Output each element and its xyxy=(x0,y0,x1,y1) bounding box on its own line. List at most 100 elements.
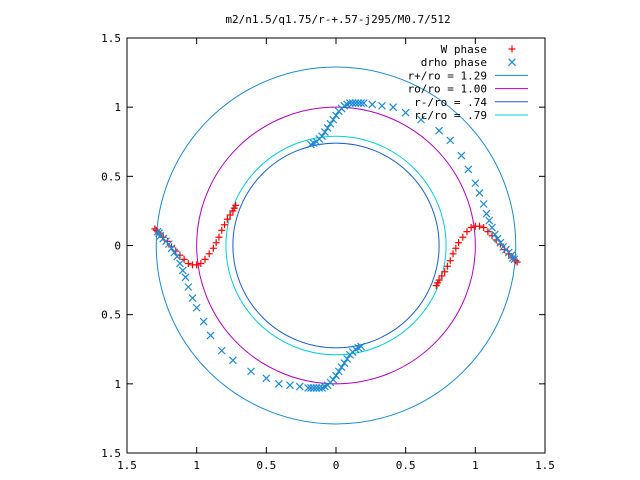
circle-0 xyxy=(155,66,517,425)
point-0-33 xyxy=(452,244,460,252)
point-0-10 xyxy=(205,250,213,258)
data-points xyxy=(151,99,521,392)
point-1-44 xyxy=(304,384,313,392)
point-1-76 xyxy=(181,273,190,282)
point-0-35 xyxy=(459,233,467,241)
point-1-45 xyxy=(306,384,315,392)
point-0-8 xyxy=(212,239,220,247)
point-1-32 xyxy=(482,209,491,218)
point-0-37 xyxy=(467,224,475,232)
point-1-54 xyxy=(332,371,340,380)
point-1-56 xyxy=(337,363,346,372)
point-0-46 xyxy=(505,250,513,258)
point-1-77 xyxy=(178,266,187,275)
point-1-0 xyxy=(359,99,368,107)
point-1-53 xyxy=(329,375,338,384)
axis-ticks: 1.5 1 0.5 0 0.5 1 1.51.510.500.511.5 xyxy=(101,32,555,472)
point-1-63 xyxy=(357,342,366,351)
point-0-6 xyxy=(218,226,226,234)
point-0-16 xyxy=(180,255,188,263)
y-tick-label-6: 1.5 xyxy=(101,447,121,460)
y-tick-label-3: 0 xyxy=(114,240,121,253)
legend-key-0 xyxy=(508,45,516,53)
point-1-69 xyxy=(228,356,237,365)
point-1-70 xyxy=(217,346,226,355)
point-0-5 xyxy=(221,221,229,229)
point-1-30 xyxy=(475,189,484,197)
point-1-21 xyxy=(378,101,386,110)
point-0-21 xyxy=(159,233,167,241)
point-0-27 xyxy=(435,276,443,284)
point-0-9 xyxy=(209,244,217,252)
point-1-66 xyxy=(274,379,283,388)
point-0-41 xyxy=(484,228,492,236)
legend-label-2: r+/ro = 1.29 xyxy=(408,69,487,82)
point-1-79 xyxy=(173,252,182,261)
point-1-33 xyxy=(485,216,494,225)
point-1-10 xyxy=(332,111,340,120)
point-0-34 xyxy=(455,239,463,247)
point-0-32 xyxy=(449,250,457,258)
chart-title: m2/n1.5/q1.75/r-+.57-j295/M0.7/512 xyxy=(225,13,450,26)
y-tick-label-0: 1.5 xyxy=(101,32,121,45)
point-1-58 xyxy=(343,355,352,363)
point-1-26 xyxy=(446,136,455,145)
point-1-71 xyxy=(206,331,215,340)
point-0-45 xyxy=(501,246,509,254)
point-0-20 xyxy=(163,237,171,245)
x-tick-label-0: 1.5 xyxy=(117,459,137,472)
point-0-28 xyxy=(438,272,446,280)
point-1-57 xyxy=(340,359,349,368)
point-0-12 xyxy=(197,259,205,267)
x-tick-label-4: 0.5 xyxy=(396,459,416,472)
point-1-46 xyxy=(309,384,318,392)
point-1-24 xyxy=(417,115,425,124)
point-1-27 xyxy=(457,151,466,160)
point-1-35 xyxy=(490,230,499,239)
point-1-68 xyxy=(247,367,255,376)
point-1-12 xyxy=(326,119,335,128)
point-0-29 xyxy=(441,268,449,276)
point-1-64 xyxy=(295,382,304,391)
reference-circles xyxy=(155,66,517,425)
legend-label-0: W phase xyxy=(441,43,487,56)
legend-key-1 xyxy=(508,58,516,67)
point-1-9 xyxy=(334,107,343,116)
point-1-37 xyxy=(496,238,505,247)
point-0-36 xyxy=(463,228,471,236)
point-1-47 xyxy=(312,384,321,392)
point-1-78 xyxy=(176,259,184,268)
x-tick-label-2: 0.5 xyxy=(256,459,276,472)
point-1-29 xyxy=(471,179,480,188)
point-1-80 xyxy=(170,248,179,257)
circle-1 xyxy=(196,106,476,385)
point-1-55 xyxy=(334,367,343,376)
point-1-87 xyxy=(153,227,162,236)
legend-label-4: r-/ro = .74 xyxy=(414,96,487,109)
point-0-39 xyxy=(476,222,484,230)
y-tick-label-5: 1 xyxy=(114,378,121,391)
point-1-28 xyxy=(464,165,473,174)
point-0-15 xyxy=(184,259,192,267)
point-1-31 xyxy=(479,200,488,208)
y-tick-label-2: 0.5 xyxy=(101,170,121,183)
point-0-14 xyxy=(188,261,196,269)
point-0-3 xyxy=(226,211,234,219)
point-1-34 xyxy=(488,223,496,232)
point-0-11 xyxy=(201,255,209,263)
point-1-23 xyxy=(401,108,410,117)
point-1-73 xyxy=(192,303,201,312)
point-1-22 xyxy=(389,103,398,112)
point-1-74 xyxy=(188,294,197,302)
y-tick-label-1: 1 xyxy=(114,101,121,114)
circle-3 xyxy=(225,135,447,356)
point-1-75 xyxy=(184,283,193,291)
legend-label-1: drho phase xyxy=(421,56,487,69)
point-1-65 xyxy=(286,381,294,390)
point-1-11 xyxy=(329,115,338,124)
point-1-72 xyxy=(199,317,208,326)
x-tick-label-5: 1 xyxy=(472,459,479,472)
point-1-20 xyxy=(368,100,377,109)
